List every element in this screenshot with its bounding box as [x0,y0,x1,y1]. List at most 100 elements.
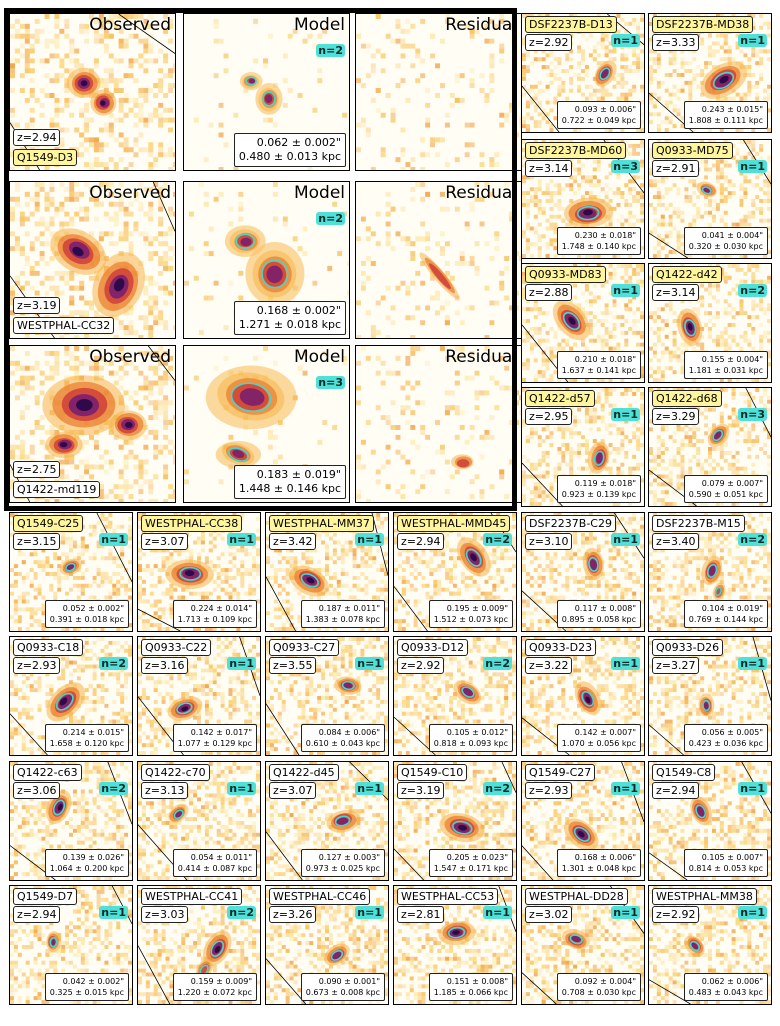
radius-arcsec: 0.187 ± 0.011" [318,604,380,613]
slit-edge [266,576,296,631]
sersic-index-badge: n=1 [738,906,767,919]
sersic-fit-ellipse [52,799,66,816]
radius-kpc: 0.480 ± 0.013 kpc [238,150,341,163]
sersic-index-badge: n=3 [738,408,767,421]
object-panel: Q1549-C8 z=2.94 n=1 0.105 ± 0.007" 0.814 ± 0… [648,761,772,881]
sersic-fit-ellipse [684,319,697,337]
object-name-label: DSF2237B-C29 [525,515,616,532]
radius-arcsec: 0.159 ± 0.009" [190,977,252,986]
sersic-fit-ellipse [599,67,611,81]
radius-arcsec: 0.056 ± 0.005" [701,728,763,737]
featured-observed-panel: Observed z=2.94 Q1549-D3 [9,13,176,171]
residual-column-title: Residual [445,347,517,367]
radius-arcsec: 0.155 ± 0.004" [701,355,763,364]
sersic-fit-ellipse [588,556,599,572]
object-name-label: DSF2237B-M15 [652,515,745,532]
object-panel: WESTPHAL-MM37 z=3.42 n=1 0.187 ± 0.011" 1.38… [265,512,389,632]
object-name-label: Q0933-MD75 [652,142,733,159]
sersic-fit-ellipse [593,450,605,466]
effective-radius-box: 0.092 ± 0.004" 0.708 ± 0.030 kpc [556,973,641,1001]
observed-column-title: Observed [89,183,171,203]
radius-kpc: 1.637 ± 0.141 kpc [561,366,636,375]
object-panel: Q0933-D26 z=3.27 n=1 0.056 ± 0.005" 0.423 ± … [648,636,772,756]
galaxy-emission [707,423,730,448]
galaxy-emission [564,197,614,228]
radius-arcsec: 0.243 ± 0.015" [701,105,763,114]
sersic-fit-ellipse [702,699,711,712]
radius-kpc: 0.973 ± 0.025 kpc [305,864,380,873]
redshift-label: z=3.27 [652,657,700,674]
object-panel: Q1422-c63 z=3.06 n=2 0.139 ± 0.026" 1.064 ± … [9,761,133,881]
radius-kpc: 0.818 ± 0.093 kpc [433,739,508,748]
slit-edge [266,703,300,755]
redshift-label: z=3.19 [397,782,445,799]
radius-arcsec: 0.142 ± 0.017" [190,728,252,737]
effective-radius-box: 0.230 ± 0.018" 1.748 ± 0.140 kpc [556,227,641,255]
redshift-label: z=3.22 [525,657,573,674]
radius-arcsec: 0.151 ± 0.008" [446,977,508,986]
sersic-index-badge: n=2 [483,782,512,795]
slit-edge [266,958,307,1004]
redshift-label: z=2.91 [652,160,700,177]
object-name-label: WESTPHAL-CC38 [141,515,243,532]
pixel-noise [10,14,175,170]
object-name-label: Q1549-D3 [13,149,78,166]
sersic-index-badge: n=1 [355,533,384,546]
radius-kpc: 1.181 ± 0.031 kpc [688,366,763,375]
object-panel: Q0933-C27 z=3.55 n=1 0.084 ± 0.006" 0.610 ± … [265,636,389,756]
object-panel: Q0933-MD75 z=2.91 n=1 0.041 ± 0.004" 0.320 ±… [648,139,772,259]
sersic-fit-ellipse [569,934,583,945]
radius-arcsec: 0.054 ± 0.011" [190,853,252,862]
redshift-label: z=3.26 [269,906,317,923]
slit-edge [522,85,560,132]
slit-edge [522,462,563,506]
slit-edge [152,182,175,232]
effective-radius-box: 0.168 ± 0.002" 1.271 ± 0.018 kpc [233,301,346,335]
object-name-label: Q1422-d68 [652,390,722,407]
object-panel: Q1549-D7 z=2.94 n=1 0.042 ± 0.002" 0.325 ± 0… [9,885,133,1005]
slit-edge [649,724,684,755]
object-name-label: WESTPHAL-DD28 [525,888,628,905]
effective-radius-box: 0.119 ± 0.018" 0.923 ± 0.139 kpc [556,475,641,503]
object-panel: Q1549-C10 z=3.19 n=2 0.205 ± 0.023" 1.547 ± … [393,761,517,881]
redshift-label: z=3.55 [269,657,317,674]
radius-kpc: 0.708 ± 0.030 kpc [561,988,636,997]
redshift-label: z=2.92 [652,906,700,923]
featured-residual-panel: Residual [355,181,522,339]
radius-arcsec: 0.042 ± 0.002" [62,977,124,986]
radius-arcsec: 0.104 ± 0.019" [701,604,763,613]
redshift-label: z=3.29 [652,408,700,425]
galaxy-emission [42,375,125,436]
slit-edge [394,848,424,880]
object-name-label: Q0933-MD83 [525,266,606,283]
object-name-label: WESTPHAL-CC46 [269,888,371,905]
radius-arcsec: 0.117 ± 0.008" [574,604,636,613]
radius-kpc: 1.077 ± 0.129 kpc [177,739,252,748]
object-name-label: Q1422-d42 [652,266,722,283]
sersic-index-badge: n=2 [316,212,345,225]
galaxy-emission [677,308,703,346]
redshift-label: z=2.93 [525,782,573,799]
galaxy-emission [66,67,101,98]
radius-kpc: 0.391 ± 0.018 kpc [49,615,124,624]
observed-column-title: Observed [89,15,171,35]
object-name-label: Q1549-C25 [13,515,84,532]
slit-edge [649,852,688,880]
redshift-label: z=3.13 [141,782,189,799]
effective-radius-box: 0.210 ± 0.018" 1.637 ± 0.141 kpc [556,351,641,379]
sersic-fit-ellipse [689,940,701,952]
redshift-label: z=2.81 [397,906,445,923]
radius-arcsec: 0.224 ± 0.014" [190,604,252,613]
radius-arcsec: 0.168 ± 0.002" [256,304,341,317]
object-name-label: Q0933-D12 [397,639,469,656]
galaxy-emission [109,410,147,441]
radius-kpc: 1.512 ± 0.073 kpc [433,615,508,624]
effective-radius-box: 0.042 ± 0.002" 0.325 ± 0.015 kpc [44,973,129,1001]
sersic-fit-ellipse [461,686,475,698]
radius-kpc: 1.271 ± 0.018 kpc [238,318,341,331]
galaxy-emission [92,252,145,317]
redshift-label: z=3.15 [13,533,61,550]
redshift-label: z=3.19 [13,297,61,314]
radius-kpc: 0.320 ± 0.030 kpc [688,242,763,251]
effective-radius-box: 0.105 ± 0.012" 0.818 ± 0.093 kpc [428,724,513,752]
